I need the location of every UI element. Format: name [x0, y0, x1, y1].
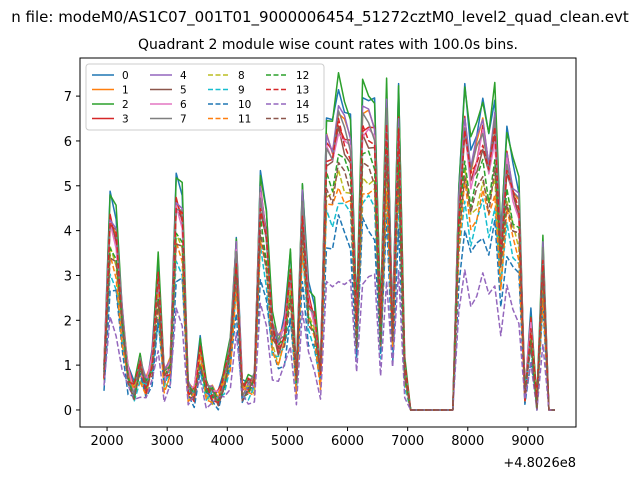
- series-line-12: [103, 145, 555, 411]
- y-tick-label: 3: [64, 269, 72, 284]
- y-tick-label: 0: [64, 404, 72, 419]
- series-line-0: [103, 82, 555, 411]
- series-layer: [103, 72, 555, 411]
- x-tick-label: 8000: [451, 434, 484, 449]
- y-tick-label: 7: [64, 90, 72, 105]
- legend-label-1: 1: [122, 85, 129, 97]
- legend-box: [85, 63, 325, 131]
- x-tick-label: 9000: [511, 434, 544, 449]
- legend-label-12: 12: [296, 70, 309, 82]
- y-tick-label: 4: [64, 225, 72, 240]
- legend-label-15: 15: [296, 114, 309, 126]
- legend-label-2: 2: [122, 99, 129, 111]
- series-line-4: [103, 98, 555, 411]
- x-axis: 2000 3000 4000 5000 6000 7000 8000 9000: [91, 427, 544, 449]
- series-line-10: [103, 214, 555, 411]
- series-line-2: [103, 72, 555, 411]
- chart-title: Quadrant 2 module wise count rates with …: [138, 37, 518, 53]
- legend-label-4: 4: [180, 70, 187, 82]
- series-line-14: [103, 269, 555, 411]
- axes-frame: [79, 57, 577, 428]
- series-line-11: [103, 178, 555, 411]
- legend-label-6: 6: [180, 99, 187, 111]
- series-line-9: [103, 194, 555, 411]
- x-tick-label: 4000: [211, 434, 244, 449]
- x-tick-label: 2000: [91, 434, 124, 449]
- series-line-15: [103, 156, 555, 411]
- y-axis: 0 1 2 3 4 5 6 7: [64, 90, 80, 419]
- x-axis-offset-label: +4.8026e8: [503, 456, 576, 471]
- x-tick-label: 6000: [331, 434, 364, 449]
- y-tick-label: 2: [64, 314, 72, 329]
- legend-label-3: 3: [122, 114, 129, 126]
- plot-area: [79, 57, 577, 428]
- legend-label-14: 14: [296, 99, 310, 111]
- figure-suptitle: n file: modeM0/AS1C07_001T01_9000006454_…: [11, 8, 629, 27]
- x-tick-label: 7000: [391, 434, 424, 449]
- legend-label-0: 0: [122, 70, 129, 82]
- y-tick-label: 5: [64, 180, 72, 195]
- series-line-5: [103, 126, 555, 411]
- legend-label-9: 9: [238, 85, 245, 97]
- y-tick-label: 1: [64, 359, 72, 374]
- legend-label-11: 11: [238, 114, 251, 126]
- legend-label-10: 10: [238, 99, 251, 111]
- legend-label-13: 13: [296, 85, 309, 97]
- y-tick-label: 6: [64, 135, 72, 150]
- x-tick-label: 5000: [271, 434, 304, 449]
- legend-label-8: 8: [238, 70, 245, 82]
- series-line-13: [103, 117, 555, 411]
- legend-label-5: 5: [180, 85, 187, 97]
- x-tick-label: 3000: [151, 434, 184, 449]
- legend-label-7: 7: [180, 114, 187, 126]
